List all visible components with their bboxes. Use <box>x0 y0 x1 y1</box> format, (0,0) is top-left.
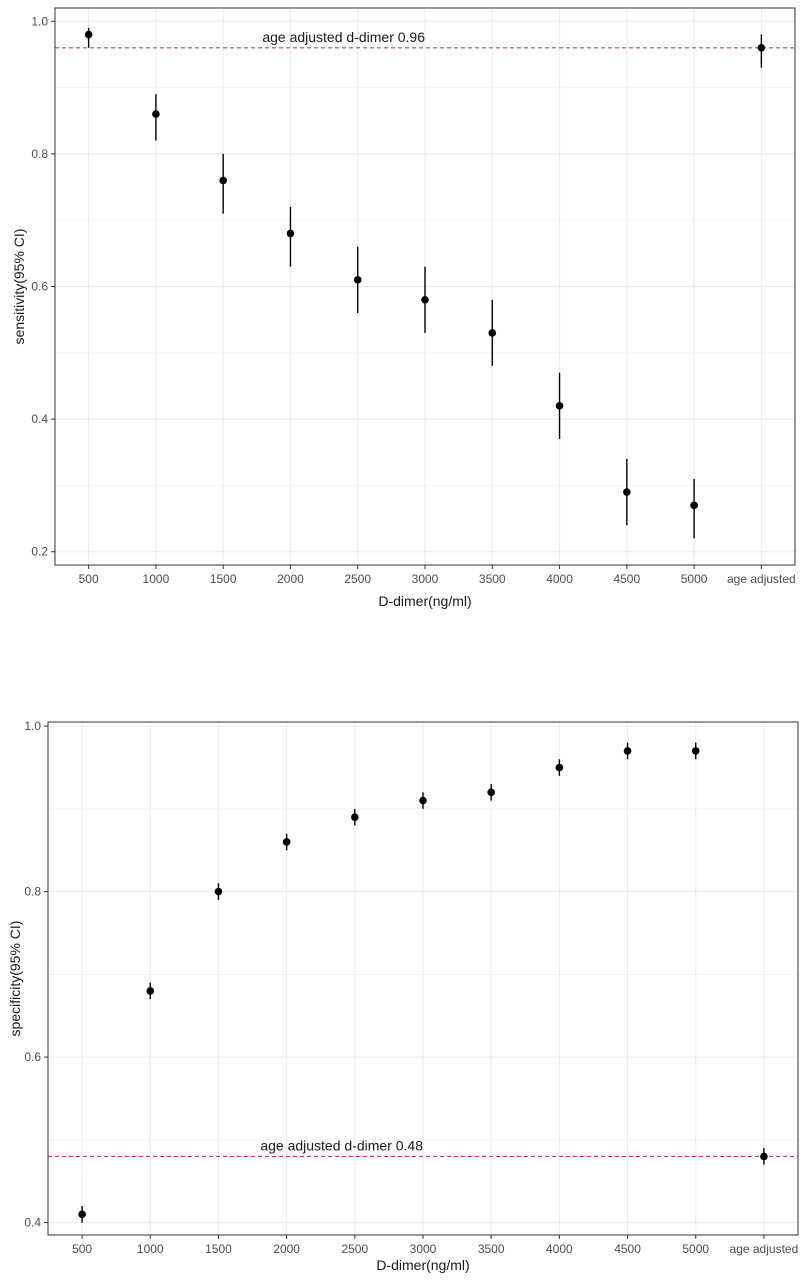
chart-2-x-axis-title: D-dimer(ng/ml) <box>376 1257 469 1273</box>
chart-2-data-point-age-adjusted <box>760 1152 768 1161</box>
sensitivity-chart: age adjusted d-dimer 0.96 0.2 0.4 0.6 0.8 1.0… <box>11 7 796 609</box>
chart-2-data-point-3500 <box>487 788 495 797</box>
chart-1-data-point-age-adjusted <box>757 43 766 52</box>
chart-1-x-tick-label: 1000 <box>143 572 170 586</box>
chart-2-x-tick-label: 5000 <box>682 1242 709 1256</box>
chart-1-y-tick-label: 0.4 <box>31 412 48 426</box>
chart-1-x-tick-label: 500 <box>79 572 99 586</box>
chart-1-x-tick-label: 4500 <box>613 572 640 586</box>
chart-1-data-point-1500 <box>219 176 227 185</box>
chart-2-x-tick-label: 4000 <box>546 1242 573 1256</box>
chart-2-data-point-4000 <box>555 763 564 772</box>
chart-1-x-tick-label: 5000 <box>681 572 708 586</box>
specificity-chart: age adjusted d-dimer 0.48 0.4 0.6 0.8 1.0 500… <box>7 719 799 1273</box>
chart-2-x-tick-label: 4500 <box>614 1242 641 1256</box>
chart-1-x-tick-label: 3500 <box>479 572 506 586</box>
chart-2-x-tick-label: 3000 <box>410 1242 437 1256</box>
chart-1-data-point-2000 <box>286 229 295 238</box>
chart-1-x-tick-label: 1500 <box>210 572 237 586</box>
chart-2-data-point-2000 <box>282 838 291 846</box>
chart-1-data-point-3000 <box>421 295 429 304</box>
chart-2-data-point-1500 <box>214 887 223 896</box>
chart-2-reference-annotation: age adjusted d-dimer 0.48 <box>260 1137 423 1153</box>
chart-1-x-axis-title: D-dimer(ng/ml) <box>378 593 471 609</box>
chart-1-x-tick-label: 2500 <box>344 572 371 586</box>
chart-1-data-point-3500 <box>488 329 497 337</box>
chart-1-y-tick-label: 0.6 <box>31 280 48 294</box>
chart-2-data-point-3000 <box>419 796 427 805</box>
chart-1-data-point-4500 <box>623 488 631 496</box>
chart-1-x-tick-label: 4000 <box>546 572 573 586</box>
chart-1-x-tick-label: 3000 <box>412 572 439 586</box>
chart-2-y-tick-label: 0.6 <box>24 1050 41 1064</box>
chart-1-data-point-5000 <box>690 501 698 510</box>
chart-1-y-tick-label: 0.8 <box>31 147 48 161</box>
chart-1-y-tick-label: 0.2 <box>31 545 48 559</box>
chart-1-data-point-1000 <box>152 110 160 118</box>
chart-2-x-tick-label: 1000 <box>137 1242 164 1256</box>
chart-2-y-tick-label: 0.8 <box>24 885 41 899</box>
chart-2-x-tick-label: 2500 <box>341 1242 368 1256</box>
chart-2-y-tick-label: 1.0 <box>24 719 41 733</box>
chart-1-x-tick-label: 2000 <box>277 572 304 586</box>
chart-2-y-axis-title: specificity(95% CI) <box>7 921 23 1037</box>
chart-2-y-tick-label: 0.4 <box>24 1216 41 1230</box>
chart-2-x-tick-label: 500 <box>72 1242 92 1256</box>
chart-1-y-tick-label: 1.0 <box>31 14 48 28</box>
chart-1-reference-annotation: age adjusted d-dimer 0.96 <box>262 29 425 45</box>
chart-2-x-tick-label: 1500 <box>205 1242 232 1256</box>
chart-2-data-point-1000 <box>146 987 155 995</box>
chart-2-x-tick-label: 3500 <box>478 1242 505 1256</box>
chart-1-x-tick-label: age adjusted <box>727 572 796 586</box>
chart-2-x-tick-label: age adjusted <box>730 1242 799 1256</box>
chart-1-data-point-500 <box>84 30 93 39</box>
chart-1-data-point-4000 <box>555 402 564 410</box>
chart-2-data-point-500 <box>78 1210 86 1219</box>
chart-2-x-tick-label: 2000 <box>273 1242 300 1256</box>
chart-2-data-point-5000 <box>691 747 700 755</box>
chart-1-y-axis-title: sensitivity(95% CI) <box>11 229 27 345</box>
chart-2-data-point-4500 <box>623 747 632 755</box>
chart-1-data-point-2500 <box>353 276 362 284</box>
chart-2-data-point-2500 <box>351 813 359 821</box>
